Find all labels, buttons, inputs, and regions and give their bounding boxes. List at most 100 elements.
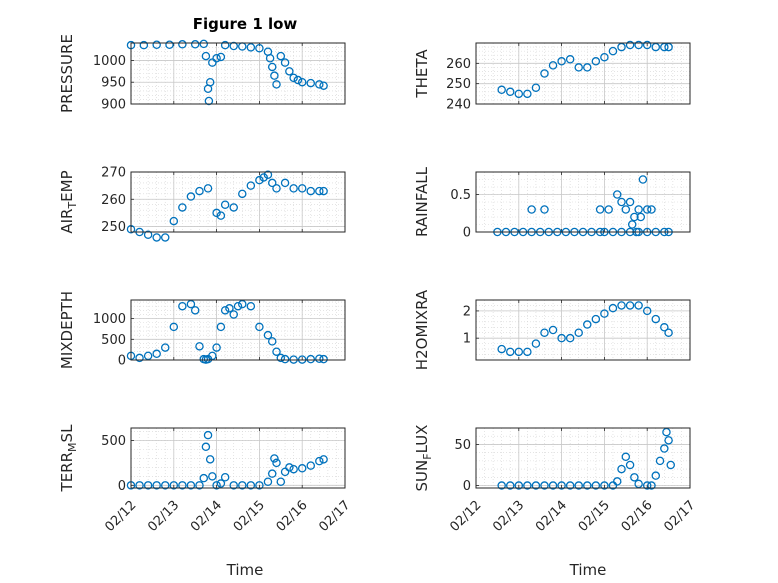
data-point xyxy=(523,89,532,99)
subplot-3: 250 260 270 AIRTEMP xyxy=(58,166,346,242)
data-point xyxy=(272,347,281,356)
data-point xyxy=(233,301,243,311)
data-point xyxy=(152,233,161,242)
y-tick-label: 0 xyxy=(118,354,126,369)
data-point xyxy=(634,301,643,310)
x-axis-label-right: Time xyxy=(569,561,607,579)
data-point xyxy=(497,481,506,490)
y-tick-label: 1000 xyxy=(93,312,126,327)
y-tick-label: 260 xyxy=(101,193,126,208)
data-point xyxy=(664,328,673,337)
data-point xyxy=(280,58,290,67)
y-tick-label: 50 xyxy=(454,438,471,453)
y-axis-label: MIXDEPTH xyxy=(58,291,76,369)
data-point xyxy=(285,463,294,472)
x-tick-label: 02/16 xyxy=(619,498,656,535)
data-point xyxy=(289,184,298,193)
data-point xyxy=(621,452,631,462)
data-point xyxy=(216,52,226,62)
data-point xyxy=(505,347,515,357)
data-point xyxy=(267,337,277,346)
data-point xyxy=(229,310,238,319)
y-axis-label: SUNFLUX xyxy=(413,425,434,492)
y-axis-label: AIRTEMP xyxy=(58,170,79,233)
x-tick-label: 02/12 xyxy=(102,498,139,535)
x-tick-label: 02/15 xyxy=(576,498,613,535)
data-point xyxy=(642,205,652,214)
data-point xyxy=(557,333,566,343)
data-point xyxy=(267,62,277,72)
data-point xyxy=(160,343,170,352)
data-point xyxy=(306,354,316,364)
data-point xyxy=(280,354,290,364)
axes-box xyxy=(130,427,346,489)
x-tick-label: 02/16 xyxy=(274,498,311,535)
data-point xyxy=(574,63,583,72)
data-point xyxy=(497,344,506,354)
data-point xyxy=(604,205,613,214)
data-point xyxy=(617,197,626,207)
data-point xyxy=(636,212,646,222)
data-point xyxy=(514,89,524,99)
data-point xyxy=(203,430,213,440)
data-point xyxy=(139,40,149,50)
y-tick-label: 1 xyxy=(463,332,471,347)
data-point xyxy=(263,330,273,340)
data-point xyxy=(289,73,298,83)
data-point xyxy=(229,203,238,212)
data-point xyxy=(255,43,264,53)
data-point xyxy=(540,205,549,214)
data-point xyxy=(293,75,303,85)
data-point xyxy=(201,51,211,61)
data-point xyxy=(642,40,652,50)
y-tick-label: 250 xyxy=(446,77,471,92)
axes-box xyxy=(130,171,346,233)
data-point xyxy=(621,205,631,214)
data-point xyxy=(315,354,324,364)
data-point xyxy=(655,456,665,466)
data-point xyxy=(600,309,609,318)
data-point xyxy=(152,481,161,490)
data-point xyxy=(306,461,316,470)
data-point xyxy=(263,477,273,486)
data-point xyxy=(297,464,307,473)
data-point xyxy=(229,41,238,51)
data-point xyxy=(297,184,307,193)
data-point xyxy=(315,456,324,466)
y-axis-label: TERRMSL xyxy=(58,424,79,493)
data-point xyxy=(212,343,221,352)
data-point xyxy=(540,328,549,337)
data-point xyxy=(143,230,153,239)
data-point xyxy=(565,481,575,490)
data-point xyxy=(531,339,541,348)
data-point xyxy=(664,436,673,445)
x-tick-label: 02/13 xyxy=(490,498,527,535)
data-point xyxy=(660,444,669,453)
x-axis-label-left: Time xyxy=(226,561,264,579)
data-point xyxy=(186,481,196,490)
data-point xyxy=(612,190,622,199)
data-point xyxy=(595,205,605,214)
data-point xyxy=(540,481,549,490)
plot-area xyxy=(476,43,690,104)
plot-area xyxy=(476,300,690,360)
data-point xyxy=(160,481,170,490)
data-point xyxy=(280,178,290,188)
data-point xyxy=(135,353,144,363)
data-point xyxy=(634,479,643,489)
data-point xyxy=(306,186,316,196)
data-point xyxy=(265,54,275,63)
data-point xyxy=(647,205,656,214)
data-point xyxy=(625,460,635,470)
data-point xyxy=(497,85,506,95)
data-point xyxy=(523,347,532,357)
y-tick-label: 260 xyxy=(446,57,471,72)
data-point xyxy=(523,481,532,490)
y-tick-label: 0.5 xyxy=(450,188,471,203)
data-point xyxy=(319,186,328,196)
y-tick-label: 1000 xyxy=(93,54,126,69)
data-point xyxy=(662,427,671,437)
data-point xyxy=(178,203,187,212)
data-point xyxy=(297,77,307,87)
